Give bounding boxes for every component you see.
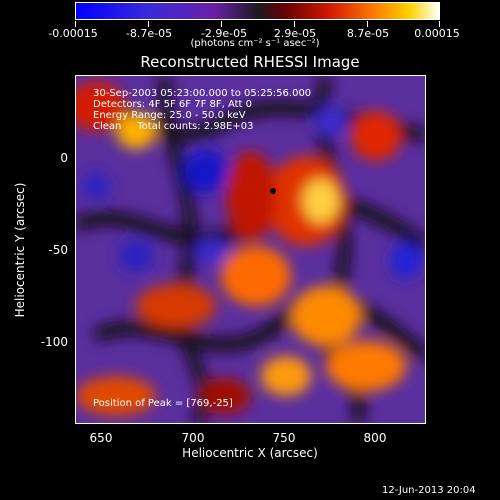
annotation-time: 30-Sep-2003 05:23:00.000 to 05:25:56.000	[93, 88, 312, 99]
x-tick-label: 700	[181, 431, 205, 445]
x-tick-label: 650	[89, 431, 113, 445]
colorbar-tick	[294, 21, 295, 27]
plot-title: Reconstructed RHESSI Image	[140, 53, 360, 71]
colorbar-tick-label: -0.00015	[48, 27, 98, 40]
colorbar-units: (photons cm⁻² s⁻¹ asec⁻²)	[190, 38, 320, 49]
colorbar	[75, 2, 440, 20]
rhessi-image	[75, 75, 426, 424]
image-map	[76, 76, 425, 423]
y-tick-label: -50	[48, 243, 68, 257]
colorbar-tick	[75, 21, 76, 27]
annotation-detectors: Detectors: 4F 5F 6F 7F 8F, Att 0	[93, 99, 253, 110]
x-tick-label: 800	[363, 431, 387, 445]
peak-marker	[270, 188, 276, 194]
timestamp: 12-Jun-2013 20:04	[382, 485, 476, 496]
annotation-counts: Clean Total counts: 2.98E+03	[93, 121, 254, 132]
annotation-peak: Position of Peak = [769,-25]	[93, 398, 233, 409]
x-tick-label: 750	[272, 431, 296, 445]
colorbar-tick	[367, 21, 368, 27]
colorbar-tick-label: -2.9e-05	[200, 27, 248, 40]
colorbar-tick	[148, 21, 149, 27]
colorbar-tick-label: 8.7e-05	[346, 27, 390, 40]
colorbar-tick-label: -8.7e-05	[125, 27, 173, 40]
colorbar-tick-label: 0.00015	[414, 27, 460, 40]
annotation-energy: Energy Range: 25.0 - 50.0 keV	[93, 110, 246, 121]
x-axis-label: Heliocentric X (arcsec)	[182, 446, 318, 460]
colorbar-tick	[221, 21, 222, 27]
y-tick-label: 0	[60, 151, 68, 165]
colorbar-tick-label: 2.9e-05	[273, 27, 317, 40]
colorbar-tick	[439, 21, 440, 27]
y-axis-label: Heliocentric Y (arcsec)	[13, 182, 27, 318]
image-blobs	[76, 76, 425, 423]
y-tick-label: -100	[40, 335, 68, 349]
